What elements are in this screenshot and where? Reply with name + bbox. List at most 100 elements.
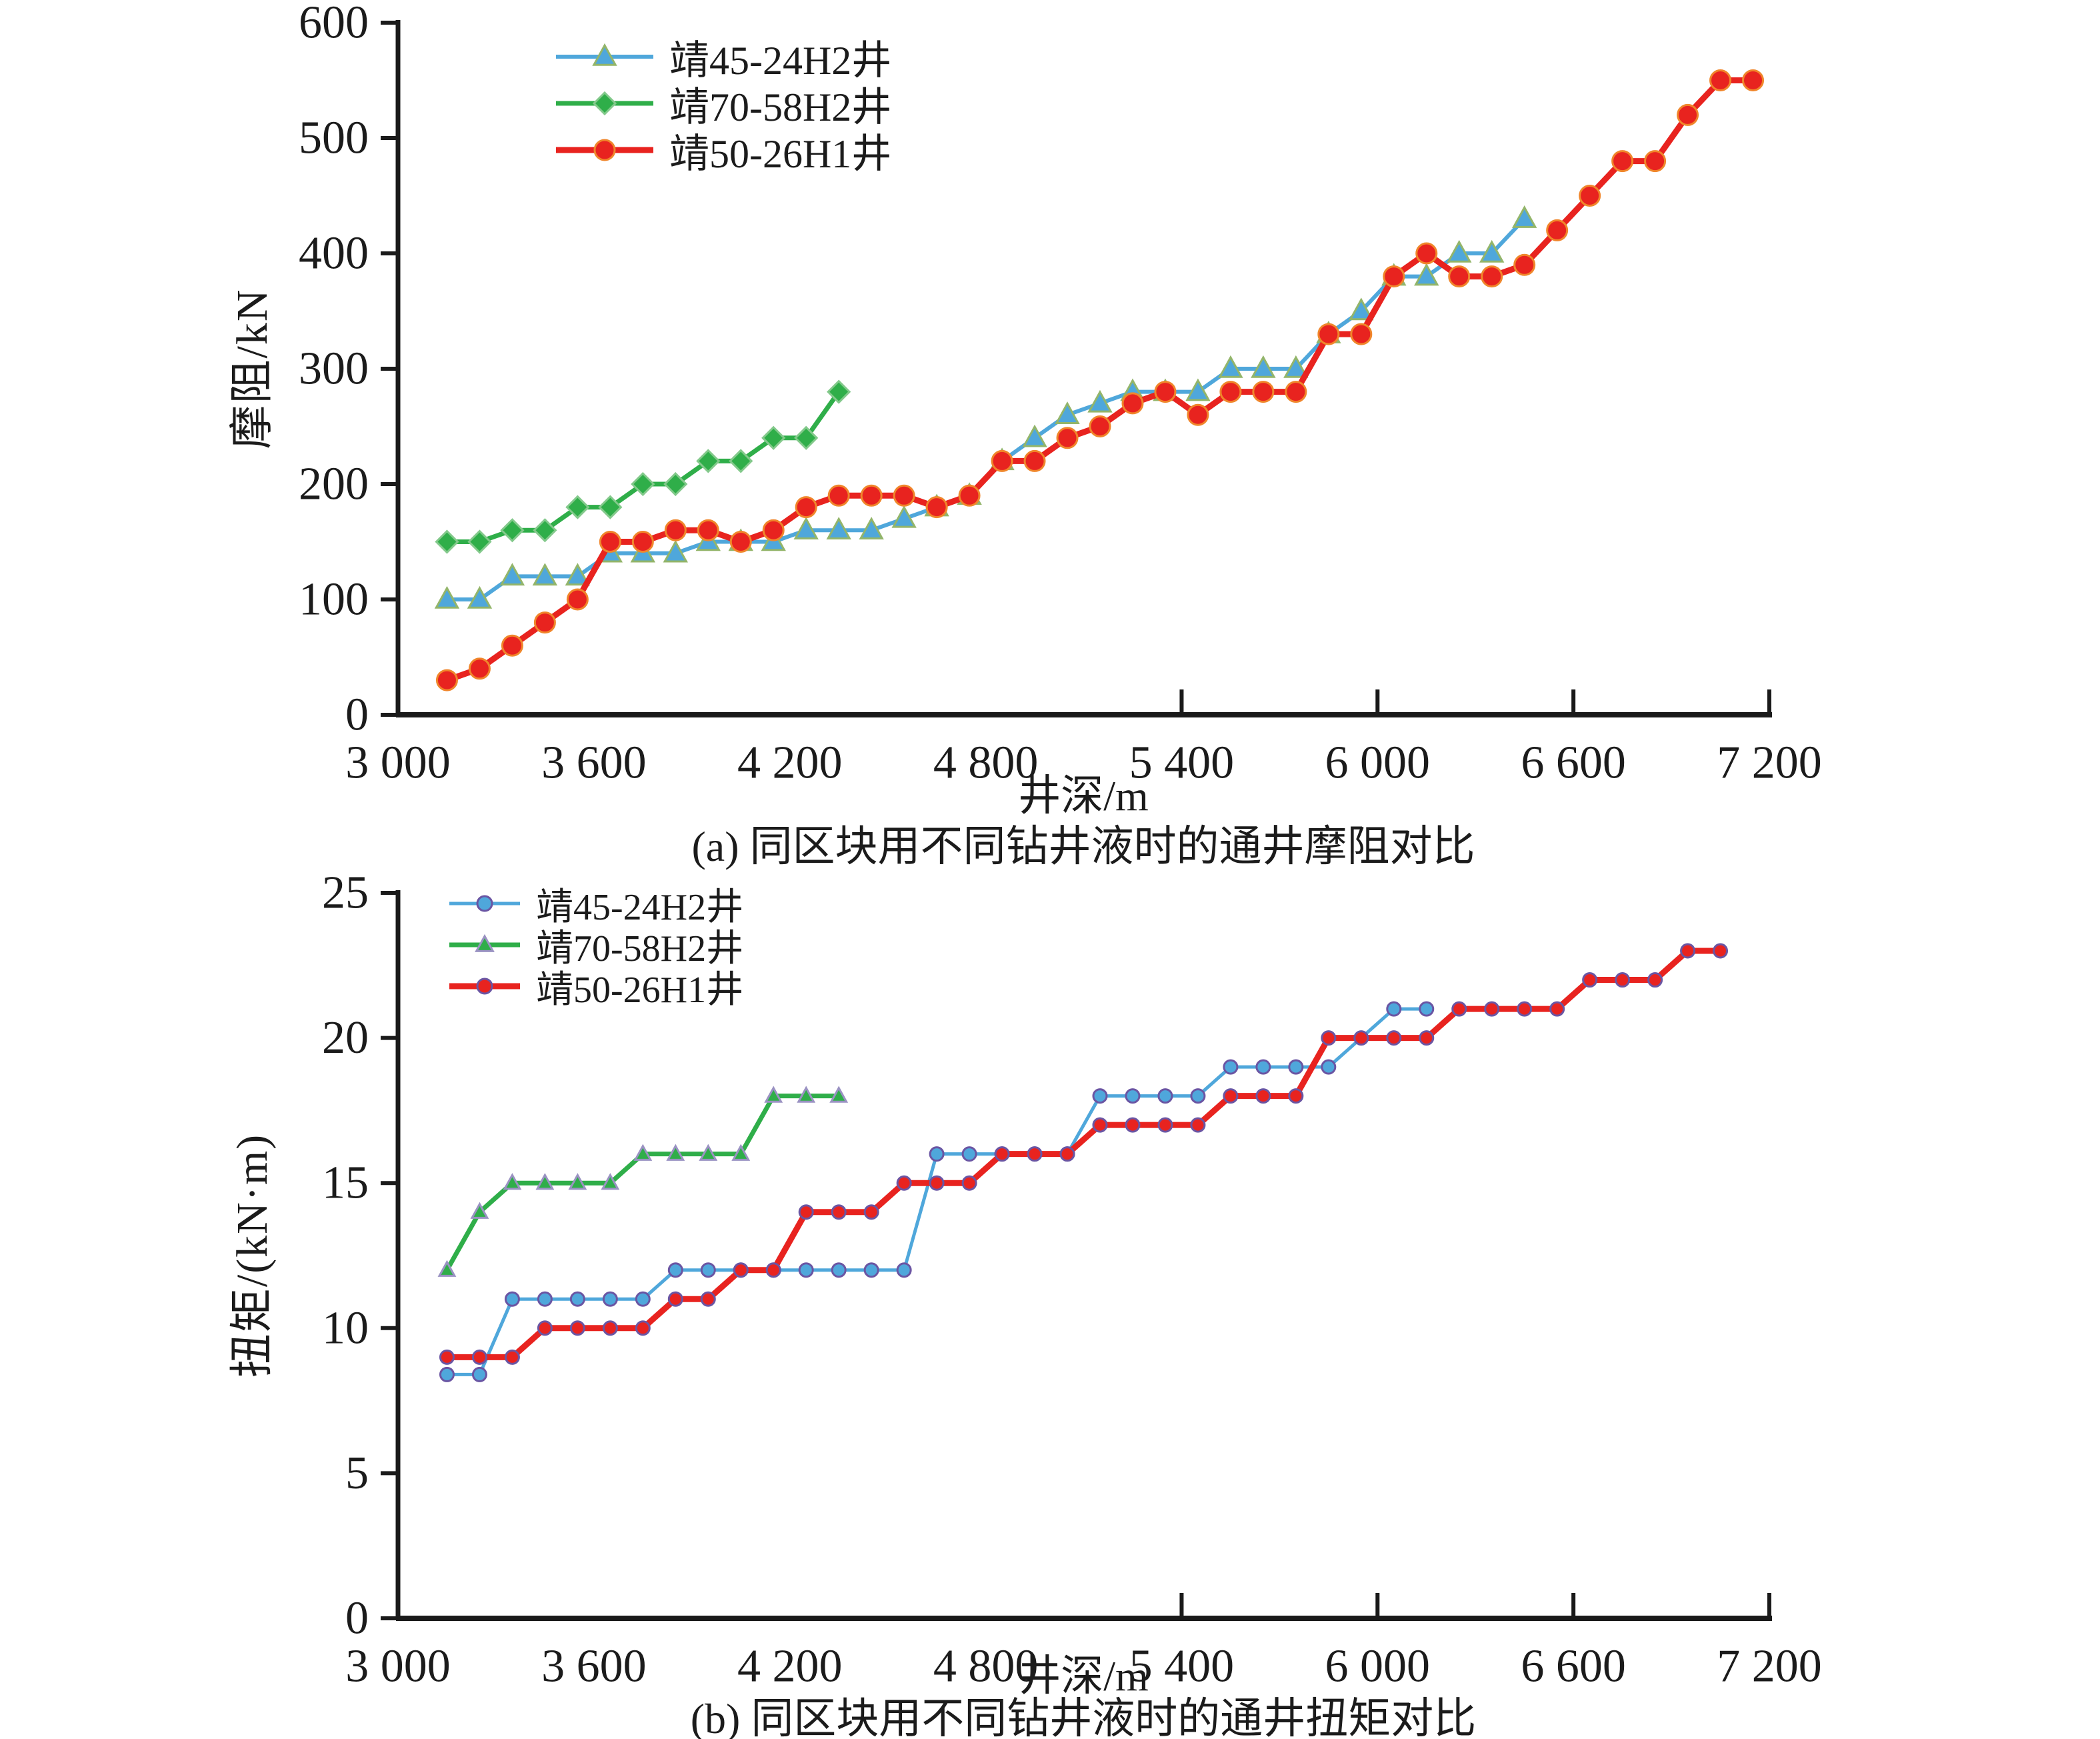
data-point-marker xyxy=(896,1175,912,1191)
series-markers-靖50-26H1井 xyxy=(435,69,1765,691)
data-point-marker xyxy=(891,505,917,528)
data-point-marker xyxy=(1317,323,1340,345)
y-tick-label: 5 xyxy=(345,1448,369,1499)
data-point-marker xyxy=(994,1146,1010,1162)
data-point-marker xyxy=(503,1173,522,1190)
data-point-marker xyxy=(863,1204,879,1220)
data-point-marker xyxy=(1713,943,1729,959)
data-point-marker xyxy=(1386,1001,1402,1017)
data-point-marker xyxy=(827,379,851,404)
chart-b-y-axis-title: 扭矩/(kN·m) xyxy=(228,1133,277,1378)
data-point-marker xyxy=(699,1144,718,1161)
data-point-marker xyxy=(1125,1088,1141,1104)
x-tick-label: 4 200 xyxy=(737,1641,843,1692)
data-point-marker xyxy=(504,1291,520,1307)
data-point-marker xyxy=(729,531,752,553)
data-point-marker xyxy=(1154,381,1177,403)
data-point-marker xyxy=(499,563,525,586)
data-point-marker xyxy=(925,496,948,519)
data-point-marker xyxy=(435,529,459,554)
series-markers-靖50-26H1井 xyxy=(439,943,1729,1365)
data-point-marker xyxy=(602,1320,618,1336)
data-point-marker xyxy=(700,1291,716,1307)
legend-label: 靖50-26H1井 xyxy=(536,969,744,1011)
data-point-marker xyxy=(635,1291,651,1307)
data-point-marker xyxy=(476,978,493,995)
data-point-marker xyxy=(826,517,851,539)
data-point-marker xyxy=(696,449,721,473)
data-point-marker xyxy=(929,1146,945,1162)
data-point-marker xyxy=(958,484,981,507)
data-point-marker xyxy=(1321,1030,1337,1046)
chart-b-x-axis-title: 井深/m xyxy=(1018,1652,1149,1700)
data-point-marker xyxy=(991,449,1013,472)
y-tick-label: 15 xyxy=(322,1158,369,1209)
series-line-靖70-58H2井 xyxy=(444,1094,841,1273)
data-point-marker xyxy=(1479,239,1505,263)
data-point-marker xyxy=(961,1146,977,1162)
data-point-marker xyxy=(765,1262,781,1278)
data-point-marker xyxy=(1190,1088,1206,1104)
chart-b: 0 5 10 15 20 25 3 000 3 600 4 200 4 800 5 400 6 000… xyxy=(322,867,1822,1692)
data-point-marker xyxy=(1187,403,1209,426)
data-point-marker xyxy=(1451,1001,1467,1017)
data-point-marker xyxy=(1448,265,1471,288)
x-tick-label: 6 000 xyxy=(1325,1641,1431,1692)
data-point-marker xyxy=(439,1366,455,1382)
data-point-marker xyxy=(532,563,558,586)
data-point-marker xyxy=(729,449,753,473)
data-point-marker xyxy=(1546,219,1569,241)
data-point-marker xyxy=(533,611,556,634)
y-tick-label: 0 xyxy=(345,1593,369,1644)
data-point-marker xyxy=(733,1262,749,1278)
data-point-marker xyxy=(1121,392,1144,415)
data-point-marker xyxy=(1056,427,1079,449)
x-tick-label: 7 200 xyxy=(1717,1641,1822,1692)
data-point-marker xyxy=(1414,263,1439,286)
data-point-marker xyxy=(471,1349,487,1365)
x-tick-label: 3 600 xyxy=(541,737,647,789)
data-point-marker xyxy=(467,529,492,554)
data-point-marker xyxy=(1549,1001,1565,1017)
y-tick-label: 100 xyxy=(299,574,369,625)
series-markers-靖45-24H2井 xyxy=(439,1001,1435,1382)
y-tick-label: 10 xyxy=(322,1302,369,1354)
data-point-marker xyxy=(1353,1030,1369,1046)
data-point-marker xyxy=(797,1086,816,1103)
data-point-marker xyxy=(761,425,786,450)
data-point-marker xyxy=(1283,355,1309,378)
data-point-marker xyxy=(1709,69,1732,91)
chart-a: 0 100 200 300 400 500 600 3 000 3 600 4 200 4 800 5… xyxy=(299,0,1822,789)
data-point-marker xyxy=(1059,1146,1075,1162)
data-point-marker xyxy=(635,1320,651,1336)
data-point-marker xyxy=(1386,1030,1402,1046)
data-point-marker xyxy=(1383,265,1405,288)
data-point-marker xyxy=(437,1260,457,1277)
series-line-靖45-24H2井 xyxy=(445,1007,1429,1376)
data-point-marker xyxy=(568,1173,587,1190)
data-point-marker xyxy=(601,1173,620,1190)
x-tick-label: 7 200 xyxy=(1717,737,1822,789)
data-point-marker xyxy=(1579,185,1601,207)
x-tick-label: 5 400 xyxy=(1129,1641,1235,1692)
chart-a-legend: 靖45-24H2井 靖70-58H2井 靖50-26H1井 xyxy=(555,33,891,176)
data-point-marker xyxy=(1055,401,1080,424)
data-point-marker xyxy=(1349,297,1374,321)
data-point-marker xyxy=(1447,239,1472,263)
data-point-marker xyxy=(593,139,616,161)
y-tick-label: 20 xyxy=(322,1012,369,1064)
data-point-marker xyxy=(501,634,523,657)
data-point-marker xyxy=(602,1291,618,1307)
data-point-marker xyxy=(1092,1088,1108,1104)
chart-a-caption: (a) 同区块用不同钻井液时的通井摩阻对比 xyxy=(691,823,1475,870)
data-point-marker xyxy=(798,1262,814,1278)
data-point-marker xyxy=(1027,1146,1043,1162)
y-tick-label: 300 xyxy=(299,343,369,395)
data-point-marker xyxy=(1513,253,1536,276)
data-point-marker xyxy=(1321,1059,1337,1075)
legend-line-marker-icon xyxy=(555,42,655,71)
legend-line-marker-icon xyxy=(448,933,521,957)
data-point-marker xyxy=(1125,1117,1141,1133)
data-point-marker xyxy=(1252,381,1275,403)
